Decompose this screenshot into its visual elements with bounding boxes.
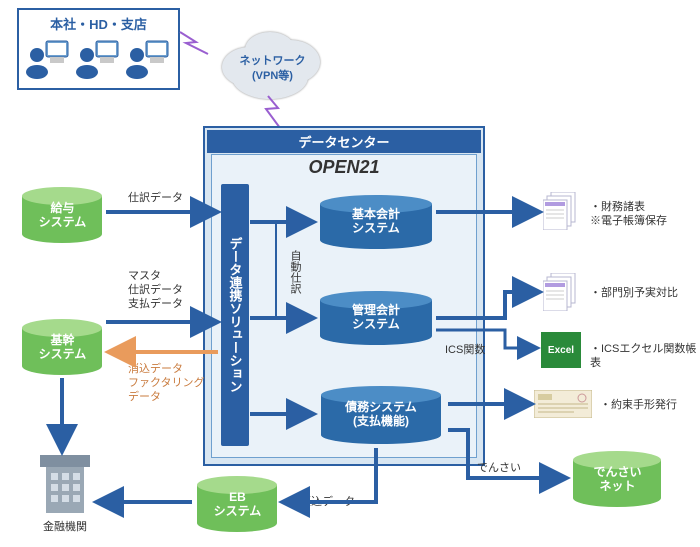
- eb-l2: システム: [214, 504, 262, 518]
- workstation-row: [23, 37, 174, 79]
- tegata-icon: [534, 390, 592, 418]
- workstation-icon: [26, 37, 71, 79]
- report-icon-2: [543, 273, 581, 311]
- kanri-l1: 管理会計: [352, 303, 400, 317]
- densai-cyl: でんさいネット: [570, 450, 665, 508]
- network-cloud: ネットワーク (VPN等): [215, 22, 330, 104]
- solution-bar: データ連携ソリューション: [221, 184, 249, 446]
- edge-furikomi: 振込データ: [300, 496, 355, 510]
- saimu-l2: (支払機能): [353, 414, 409, 428]
- workstation-icon: [76, 37, 121, 79]
- data-center-title: データセンター: [207, 130, 481, 153]
- cloud-label-1: ネットワーク: [215, 52, 330, 68]
- open21-brand: OPEN21: [212, 157, 476, 178]
- output-tegata: ・約束手形発行: [600, 398, 677, 412]
- edge-master: マスタ 仕訳データ 支払データ: [128, 270, 183, 311]
- excel-badge: Excel: [548, 345, 574, 356]
- output-zaimu: ・財務諸表 ※電子帳簿保存: [590, 200, 667, 229]
- saimu-cyl: 債務システム(支払機能): [316, 385, 446, 445]
- edge-ics: ICS関数: [445, 344, 485, 358]
- saimu-l1: 債務システム: [345, 400, 417, 414]
- kanri-l2: システム: [352, 317, 400, 331]
- bank-building: 金融機関: [40, 455, 90, 525]
- kihon-l1: 基本会計: [352, 207, 400, 221]
- core-l1: 基幹: [50, 333, 74, 347]
- densai-l2: ネット: [599, 479, 635, 493]
- eb-cyl: EBシステム: [195, 475, 280, 533]
- kihon-cyl: 基本会計システム: [316, 194, 436, 250]
- solution-label: データ連携ソリューション: [226, 237, 245, 393]
- hq-box: 本社・HD・支店: [17, 8, 180, 90]
- excel-icon: Excel: [541, 332, 581, 368]
- edge-auto: 自動仕訳: [287, 250, 303, 294]
- payroll-l2: システム: [39, 215, 87, 229]
- eb-l1: EB: [229, 490, 246, 504]
- cloud-label-2: (VPN等): [215, 67, 330, 83]
- report-icon-1: [543, 192, 581, 230]
- edge-keshikomi: 消込データ ファクタリング データ: [128, 363, 205, 404]
- payroll-l1: 給与: [50, 201, 74, 215]
- output-bumon: ・部門別予実対比: [590, 286, 678, 300]
- bank-label: 金融機関: [40, 518, 90, 534]
- zaimu-l1: ・財務諸表: [590, 201, 645, 213]
- lightning-icon: [178, 30, 222, 58]
- edge-shiwake: 仕訳データ: [128, 192, 183, 206]
- core-l2: システム: [39, 347, 87, 361]
- kihon-l2: システム: [352, 221, 400, 235]
- edge-densai: でんさい: [477, 462, 521, 476]
- output-excel: ・ICSエクセル関数帳表: [590, 342, 700, 371]
- workstation-icon: [126, 37, 171, 79]
- hq-title: 本社・HD・支店: [23, 14, 174, 33]
- zaimu-l2: ※電子帳簿保存: [590, 215, 667, 227]
- densai-l1: でんさい: [593, 465, 641, 479]
- payroll-cyl: 給与システム: [20, 186, 105, 244]
- kanri-cyl: 管理会計システム: [316, 290, 436, 346]
- building-icon: [40, 455, 90, 515]
- core-cyl: 基幹システム: [20, 318, 105, 376]
